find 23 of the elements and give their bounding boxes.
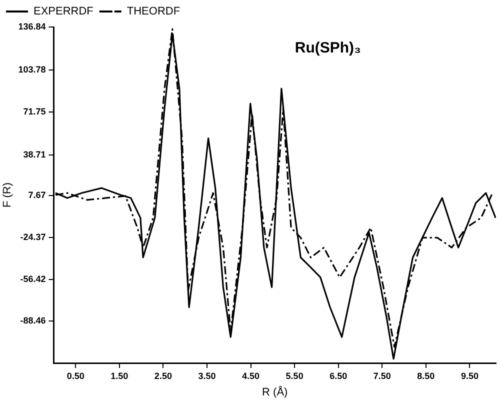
y-tick-label: 38.71 [23, 150, 46, 160]
y-tick-label: 7.67 [28, 190, 46, 200]
x-axis-title: R (Å) [262, 385, 288, 398]
y-axis-title: F (R) [2, 182, 14, 208]
x-tick-label: 9.50 [460, 370, 478, 381]
text: Ru(SPh)₃ [294, 40, 362, 57]
x-tick-label: 1.50 [110, 370, 128, 381]
x-tick-label: 4.50 [242, 370, 260, 381]
x-tick-label: 7.50 [373, 370, 391, 381]
x-tick-label: 5.50 [286, 370, 304, 381]
x-tick-label: 6.50 [330, 370, 348, 381]
y-tick-label: 136.84 [18, 21, 46, 32]
legend-label: EXPERRDF [34, 6, 94, 18]
x-tick-label: 2.50 [154, 370, 172, 381]
y-tick-label: -56.42 [20, 274, 46, 284]
x-tick-label: 3.50 [198, 370, 216, 381]
y-tick-label: 71.75 [23, 106, 46, 116]
y-tick-label: 103.78 [18, 64, 46, 75]
y-tick-label: -24.37 [20, 232, 46, 242]
legend-label: THEORDF [126, 6, 180, 18]
x-tick-label: 8.50 [417, 370, 435, 381]
y-tick-label: -88.46 [20, 316, 46, 326]
x-tick-label: 0.50 [66, 370, 84, 381]
